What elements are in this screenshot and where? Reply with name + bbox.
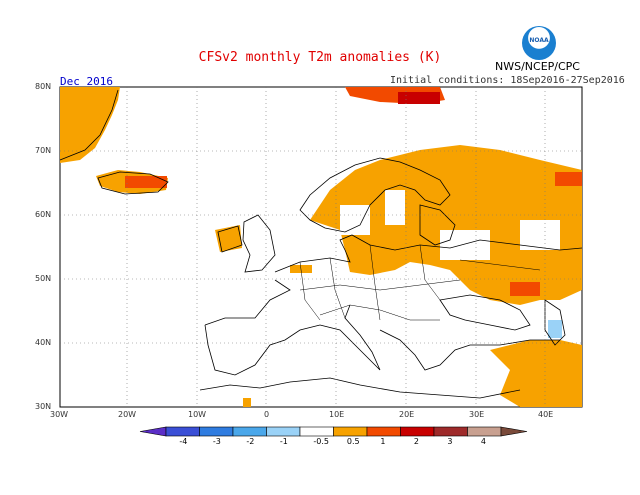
agency-label: NWS/NCEP/CPC	[495, 60, 580, 73]
border-2	[329, 257, 346, 319]
gap-2	[385, 190, 405, 225]
chart-title: CFSv2 monthly T2m anomalies (K)	[198, 50, 442, 65]
colorbar-swatch-1	[165, 426, 200, 437]
coast-scandinavia	[299, 157, 451, 233]
coast-italy	[319, 304, 381, 371]
colorbar-swatch-6	[333, 426, 368, 437]
colorbar-label-5: 0.5	[346, 437, 360, 446]
forecast-month: Dec 2016	[60, 75, 113, 88]
border-3	[369, 244, 381, 321]
anomaly-iceland-strong	[125, 176, 167, 188]
lon-label-30e: 30E	[469, 410, 485, 419]
gap-1	[340, 205, 370, 235]
gridlines	[60, 87, 582, 407]
anomaly-south-russia-strong	[510, 282, 540, 296]
colorbar-swatch-2	[199, 426, 234, 437]
coast-ireland	[217, 225, 243, 253]
anomaly-africa-small	[243, 398, 251, 407]
border-7	[459, 259, 541, 271]
colorbar	[139, 426, 528, 437]
anomaly-greenland	[60, 87, 120, 163]
lon-label-0: 0	[264, 410, 270, 419]
lat-label-70n: 70N	[35, 146, 52, 155]
border-4	[419, 244, 441, 301]
lat-label-60n: 60N	[35, 210, 52, 219]
colorbar-swatch-8	[400, 426, 435, 437]
colorbar-swatch-9	[433, 426, 468, 437]
coast-balkans-turkey	[379, 329, 560, 371]
colorbar-swatch-4	[266, 426, 301, 437]
anomaly-scandinavia-russia	[310, 145, 582, 305]
anomaly-ural-strong	[555, 172, 582, 186]
coast-black-sea	[439, 294, 531, 331]
noaa-logo-text: NOAA	[529, 37, 549, 44]
lon-label-10w: 10W	[188, 410, 207, 419]
border-6	[319, 304, 440, 321]
coast-iceland	[97, 171, 169, 195]
anomaly-layer	[60, 87, 582, 407]
colorbar-label-8: 3	[447, 437, 453, 446]
coast-finland-baltic	[419, 204, 456, 246]
lon-label-20w: 20W	[118, 410, 137, 419]
border-1	[299, 261, 321, 321]
lon-label-30w: 30W	[50, 410, 69, 419]
colorbar-swatch-3	[232, 426, 267, 437]
colorbar-label-9: 4	[480, 437, 486, 446]
anomaly-caspian-cool	[548, 320, 562, 338]
colorbar-swatch-0	[139, 426, 167, 437]
colorbar-label-2: -2	[246, 437, 255, 446]
border-5	[299, 279, 461, 291]
colorbar-swatch-7	[366, 426, 401, 437]
colorbar-swatch-5	[299, 426, 334, 437]
colorbar-label-4: -0.5	[313, 437, 329, 446]
colorbar-swatch-11	[500, 426, 528, 437]
colorbar-label-6: 1	[380, 437, 386, 446]
colorbar-label-1: -3	[212, 437, 221, 446]
coast-britain	[242, 214, 276, 273]
colorbar-swatch-10	[467, 426, 502, 437]
colorbar-label-0: -4	[179, 437, 188, 446]
coast-france-biscay	[204, 279, 291, 326]
lat-label-40n: 40N	[35, 338, 52, 347]
coast-caspian	[544, 299, 566, 346]
coast-iberia	[204, 324, 321, 376]
country-borders	[299, 244, 541, 321]
colorbar-label-3: -1	[279, 437, 288, 446]
anomaly-ireland	[215, 225, 242, 252]
coast-greenland	[59, 89, 119, 161]
gap-4	[440, 230, 490, 260]
coastlines	[59, 89, 583, 399]
initial-conditions: Initial conditions: 18Sep2016-27Sep2016	[390, 75, 625, 86]
colorbar-label-7: 2	[413, 437, 419, 446]
anomaly-svalbard-strong	[398, 92, 440, 104]
lon-label-20e: 20E	[399, 410, 415, 419]
lat-label-80n: 80N	[35, 82, 52, 91]
noaa-logo: NOAA	[522, 26, 556, 60]
lon-label-10e: 10E	[329, 410, 345, 419]
lon-label-40e: 40E	[538, 410, 554, 419]
lat-label-50n: 50N	[35, 274, 52, 283]
coast-north-africa	[199, 377, 521, 399]
gap-3	[520, 220, 560, 250]
anomaly-middle-east	[490, 340, 582, 407]
lat-label-30n: 30N	[35, 402, 52, 411]
